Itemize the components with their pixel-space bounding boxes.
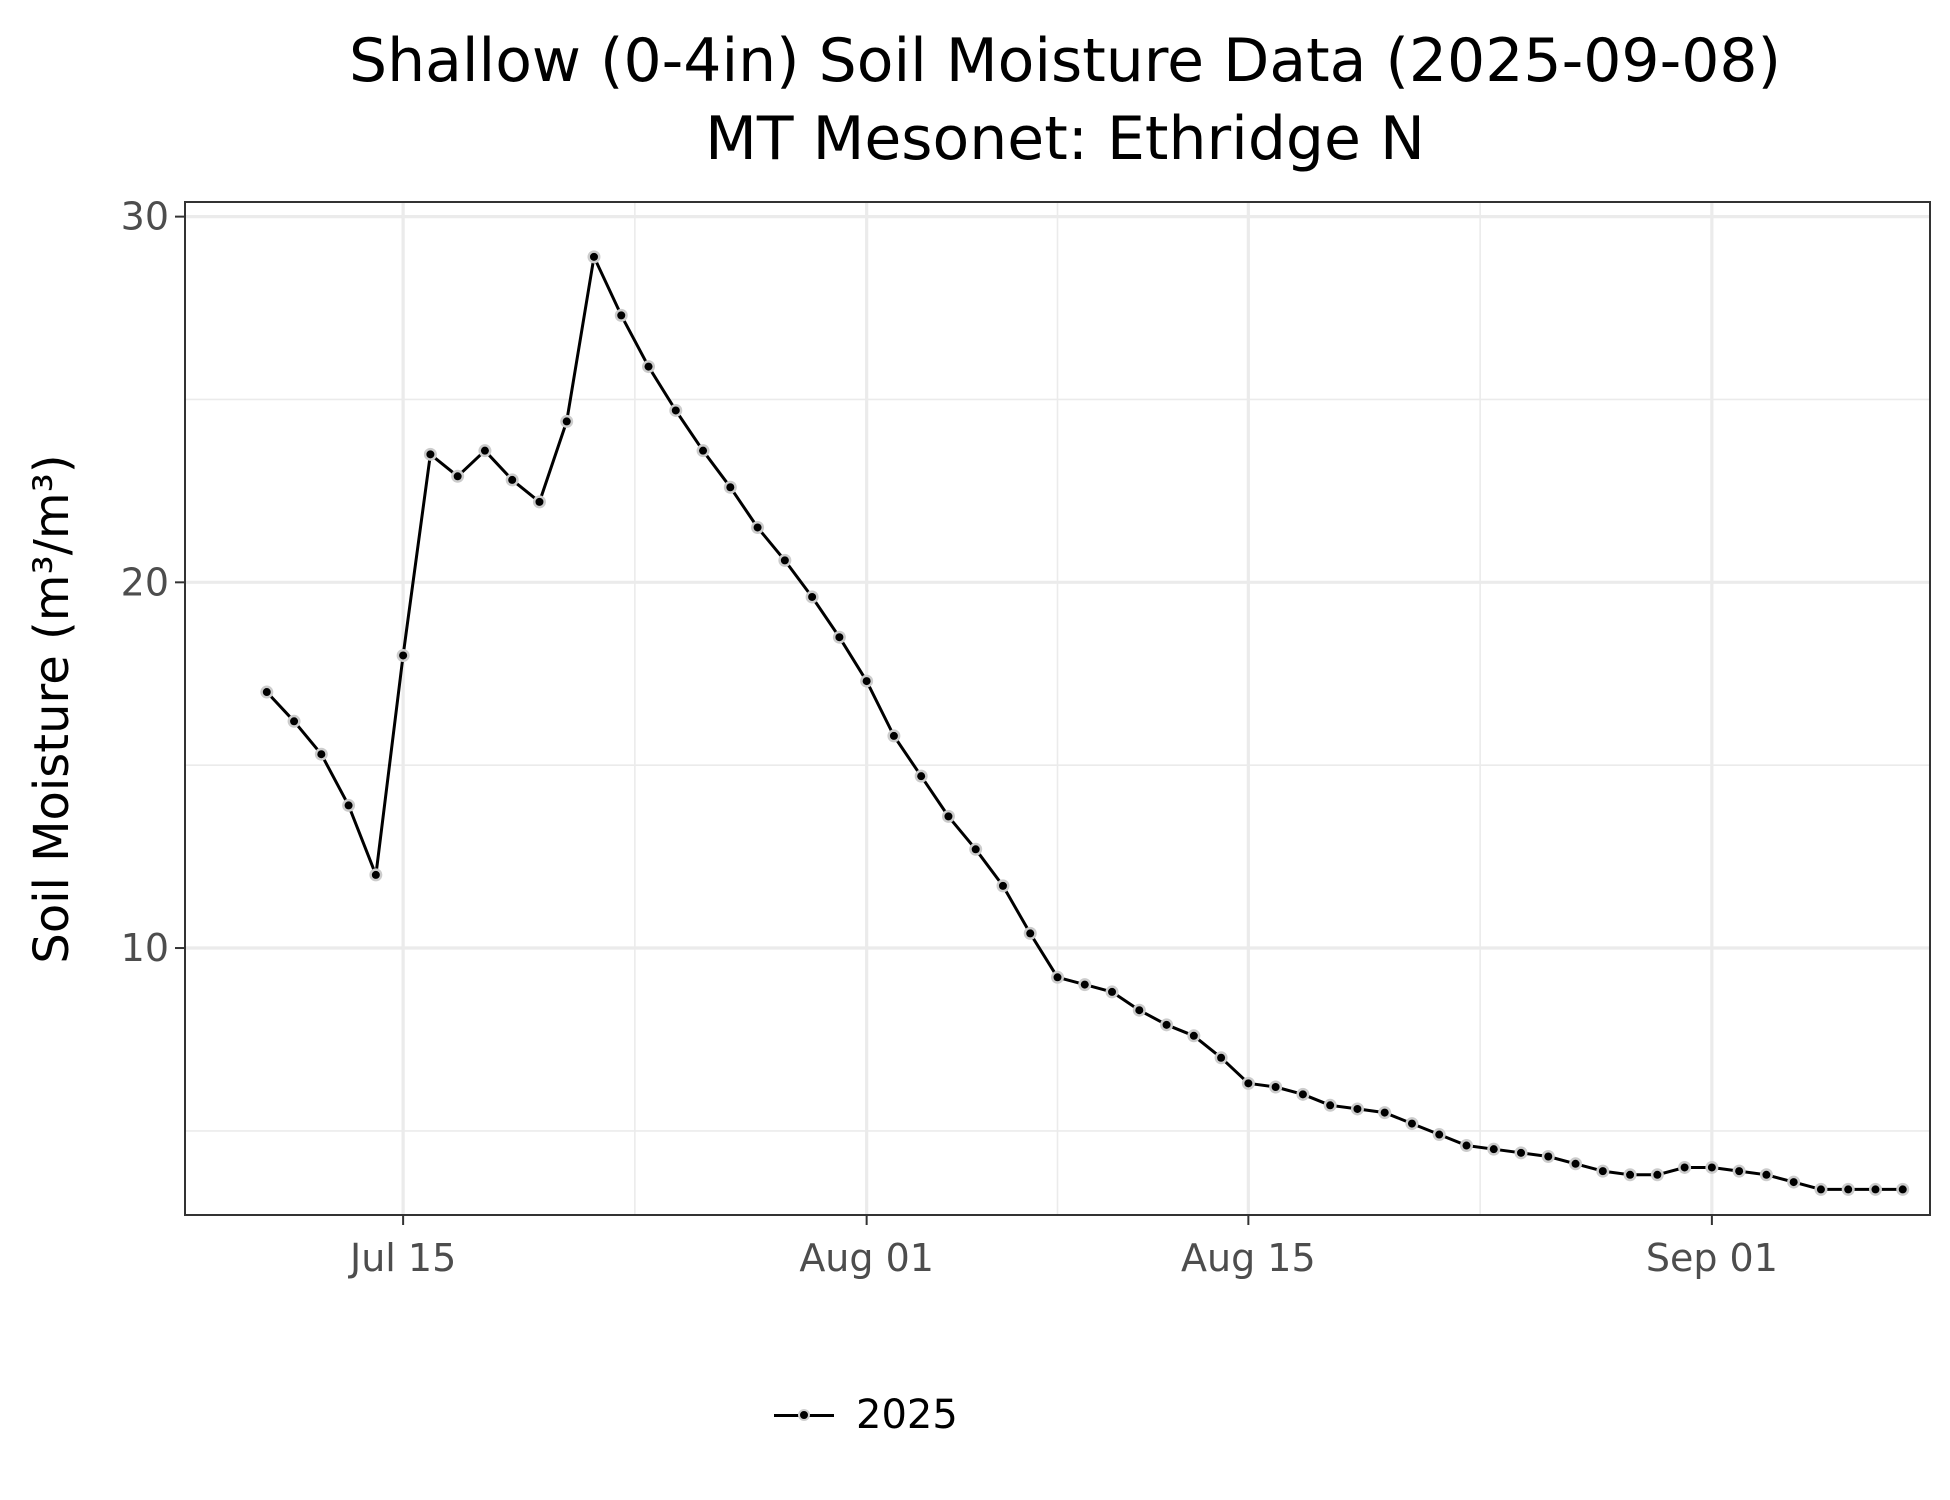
data-point [344, 801, 353, 810]
axis-ticks [175, 215, 1713, 1225]
data-point [1217, 1053, 1226, 1062]
x-tick-label: Aug 15 [1181, 1236, 1316, 1280]
data-point [998, 881, 1007, 890]
series-layer [260, 250, 1910, 1196]
data-point [726, 483, 735, 492]
data-point [808, 592, 817, 601]
data-point [699, 446, 708, 455]
data-point [1517, 1148, 1526, 1157]
data-point [1789, 1178, 1798, 1187]
data-point [589, 252, 598, 261]
panel-border [184, 201, 1931, 1216]
data-point [1489, 1145, 1498, 1154]
data-point [1571, 1159, 1580, 1168]
data-point [1844, 1185, 1853, 1194]
data-point [644, 362, 653, 371]
data-point [917, 772, 926, 781]
data-point [1271, 1083, 1280, 1092]
data-point [1108, 987, 1117, 996]
data-point [1626, 1170, 1635, 1179]
x-tick-label: Sep 01 [1646, 1236, 1778, 1280]
chart-subtitle: MT Mesonet: Ethridge N [705, 104, 1425, 174]
legend-label-2025: 2025 [856, 1392, 958, 1438]
data-point [1707, 1163, 1716, 1172]
data-point [1026, 929, 1035, 938]
data-point [453, 472, 462, 481]
data-point [780, 556, 789, 565]
tick-labels: 10 20 30 Jul 15 Aug 01 Aug 15 Sep 01 [121, 195, 1778, 1280]
data-point [1080, 980, 1089, 989]
data-point [1135, 1006, 1144, 1015]
y-tick-label: 10 [121, 926, 169, 970]
data-point [371, 870, 380, 879]
data-point [1244, 1079, 1253, 1088]
data-point [1380, 1108, 1389, 1117]
data-point [426, 450, 435, 459]
data-point [1680, 1163, 1689, 1172]
data-point [835, 633, 844, 642]
x-tick-label: Aug 01 [799, 1236, 934, 1280]
series-line-2025 [265, 255, 1903, 1191]
data-point [944, 812, 953, 821]
data-point [1762, 1170, 1771, 1179]
data-point [889, 731, 898, 740]
legend-key-2025 [770, 1395, 838, 1435]
y-tick-label: 20 [121, 560, 169, 604]
data-point [1816, 1185, 1825, 1194]
data-point [1435, 1130, 1444, 1139]
major-gridlines [185, 202, 1930, 1215]
data-point [1653, 1170, 1662, 1179]
y-tick-label: 30 [121, 195, 169, 239]
data-point [617, 311, 626, 320]
data-point [1871, 1185, 1880, 1194]
data-point [1462, 1141, 1471, 1150]
chart-title: Shallow (0-4in) Soil Moisture Data (2025… [185, 22, 1945, 178]
data-point [1407, 1119, 1416, 1128]
data-point [1898, 1185, 1907, 1194]
x-tick-label: Jul 15 [348, 1236, 456, 1280]
data-point [508, 475, 517, 484]
data-point [862, 677, 871, 686]
data-point [1298, 1090, 1307, 1099]
data-point [753, 523, 762, 532]
data-point [1189, 1031, 1198, 1040]
data-point [399, 651, 408, 660]
data-point [671, 406, 680, 415]
data-point [1162, 1020, 1171, 1029]
data-point [262, 688, 271, 697]
minor-gridlines [185, 202, 1930, 1215]
data-point [1735, 1167, 1744, 1176]
data-point [1053, 973, 1062, 982]
data-point [1598, 1167, 1607, 1176]
data-point [535, 497, 544, 506]
data-point [971, 845, 980, 854]
data-point [1326, 1101, 1335, 1110]
data-point [562, 417, 571, 426]
data-point [1544, 1152, 1553, 1161]
data-point [317, 750, 326, 759]
legend-point [798, 1409, 810, 1421]
data-point [290, 717, 299, 726]
chart-title-line-1: Shallow (0-4in) Soil Moisture Data (2025… [348, 26, 1781, 96]
data-point [1353, 1104, 1362, 1113]
data-point [480, 446, 489, 455]
legend: 2025 [770, 1385, 958, 1445]
